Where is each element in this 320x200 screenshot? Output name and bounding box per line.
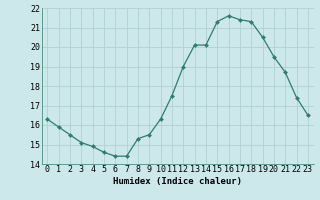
- X-axis label: Humidex (Indice chaleur): Humidex (Indice chaleur): [113, 177, 242, 186]
